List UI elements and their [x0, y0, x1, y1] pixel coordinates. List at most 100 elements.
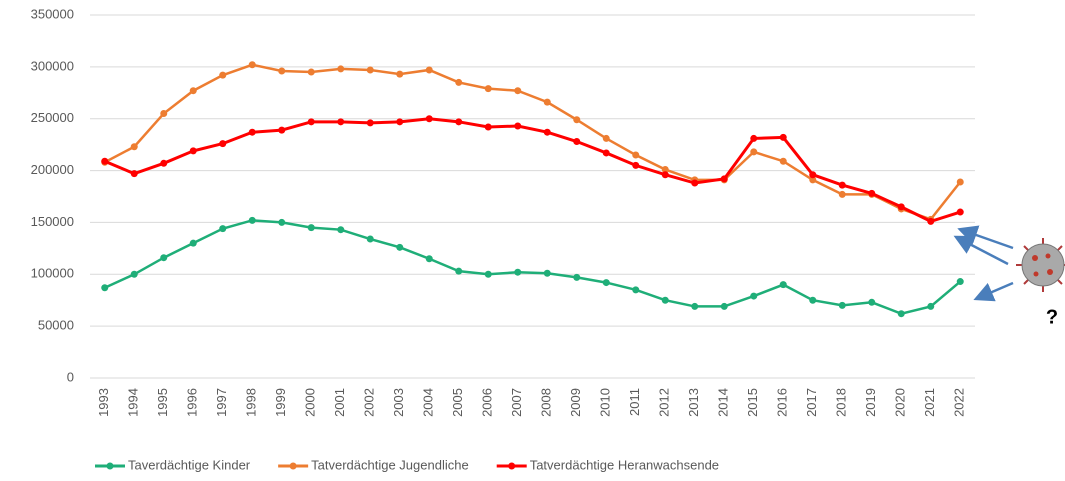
point [189, 87, 197, 95]
x-tick-label: 1996 [185, 388, 200, 417]
point [396, 70, 404, 78]
legend-marker [289, 462, 297, 470]
virus-icon [1016, 238, 1065, 292]
legend-label: Taverdächtige Kinder [128, 457, 251, 472]
point [514, 122, 522, 130]
x-tick-label: 2014 [716, 388, 731, 417]
point [484, 123, 492, 131]
point [337, 118, 345, 126]
x-tick-label: 1998 [244, 388, 259, 417]
point [809, 171, 817, 179]
point [661, 171, 669, 179]
annotation: ? [1046, 306, 1058, 328]
point [720, 302, 728, 310]
point [396, 118, 404, 126]
point [868, 298, 876, 306]
series-line [104, 117, 961, 224]
x-tick-label: 2006 [480, 388, 495, 417]
point [130, 170, 138, 178]
point [278, 67, 286, 75]
x-tick-label: 2011 [627, 388, 642, 416]
x-tick-label: 2018 [834, 388, 849, 417]
x-tick-label: 1995 [155, 388, 170, 417]
point [750, 134, 758, 142]
point [956, 278, 964, 286]
point [897, 203, 905, 211]
point [868, 189, 876, 197]
point [691, 179, 699, 187]
y-tick-label: 150000 [31, 214, 74, 229]
point [248, 128, 256, 136]
point [927, 302, 935, 310]
legend-marker [508, 462, 516, 470]
series-line [104, 63, 962, 221]
point [219, 225, 227, 233]
x-tick-label: 2012 [657, 388, 672, 417]
point [691, 302, 699, 310]
point [750, 148, 758, 156]
x-tick-label: 2021 [922, 388, 937, 417]
point [307, 118, 315, 126]
point [750, 292, 758, 300]
point [366, 66, 374, 74]
point [160, 159, 168, 167]
point [160, 110, 168, 118]
point [573, 116, 581, 124]
point [101, 284, 109, 292]
point [779, 133, 787, 141]
point [573, 273, 581, 281]
x-tick-label: 1997 [214, 388, 229, 417]
x-tick-label: 1999 [273, 388, 288, 417]
y-tick-label: 250000 [31, 110, 74, 125]
x-tick-label: 2013 [686, 388, 701, 417]
y-tick-label: 0 [67, 369, 74, 384]
point [514, 268, 522, 276]
point [425, 66, 433, 74]
point [130, 270, 138, 278]
point [396, 243, 404, 251]
x-tick-label: 1994 [126, 388, 141, 417]
point [366, 235, 374, 243]
point [927, 217, 935, 225]
point [514, 87, 522, 95]
point [278, 218, 286, 226]
x-tick-label: 2017 [804, 388, 819, 417]
point [632, 151, 640, 159]
point [101, 157, 109, 165]
point [779, 157, 787, 165]
point [632, 161, 640, 169]
point [189, 239, 197, 247]
point [160, 254, 168, 262]
x-tick-label: 2005 [450, 388, 465, 417]
point [661, 296, 669, 304]
point [720, 175, 728, 183]
x-tick-label: 2000 [303, 388, 318, 417]
point [602, 134, 610, 142]
point [337, 65, 345, 73]
point [248, 216, 256, 224]
x-tick-label: 2016 [775, 388, 790, 417]
point [543, 98, 551, 106]
point [897, 310, 905, 318]
point [219, 140, 227, 148]
series-line [104, 219, 962, 316]
point [484, 85, 492, 93]
x-tick-label: 2008 [539, 388, 554, 417]
point [219, 71, 227, 79]
point [602, 149, 610, 157]
y-tick-label: 100000 [31, 266, 74, 281]
point [278, 126, 286, 134]
point [366, 119, 374, 127]
arrows [953, 225, 1014, 302]
x-tick-label: 2020 [893, 388, 908, 417]
point [602, 279, 610, 287]
x-tick-label: 2022 [952, 388, 967, 417]
point [189, 147, 197, 155]
point [307, 224, 315, 232]
point [543, 269, 551, 277]
point [455, 118, 463, 126]
x-tick-label: 2019 [863, 388, 878, 417]
x-tick-label: 2009 [568, 388, 583, 417]
x-tick-label: 2010 [598, 388, 613, 417]
